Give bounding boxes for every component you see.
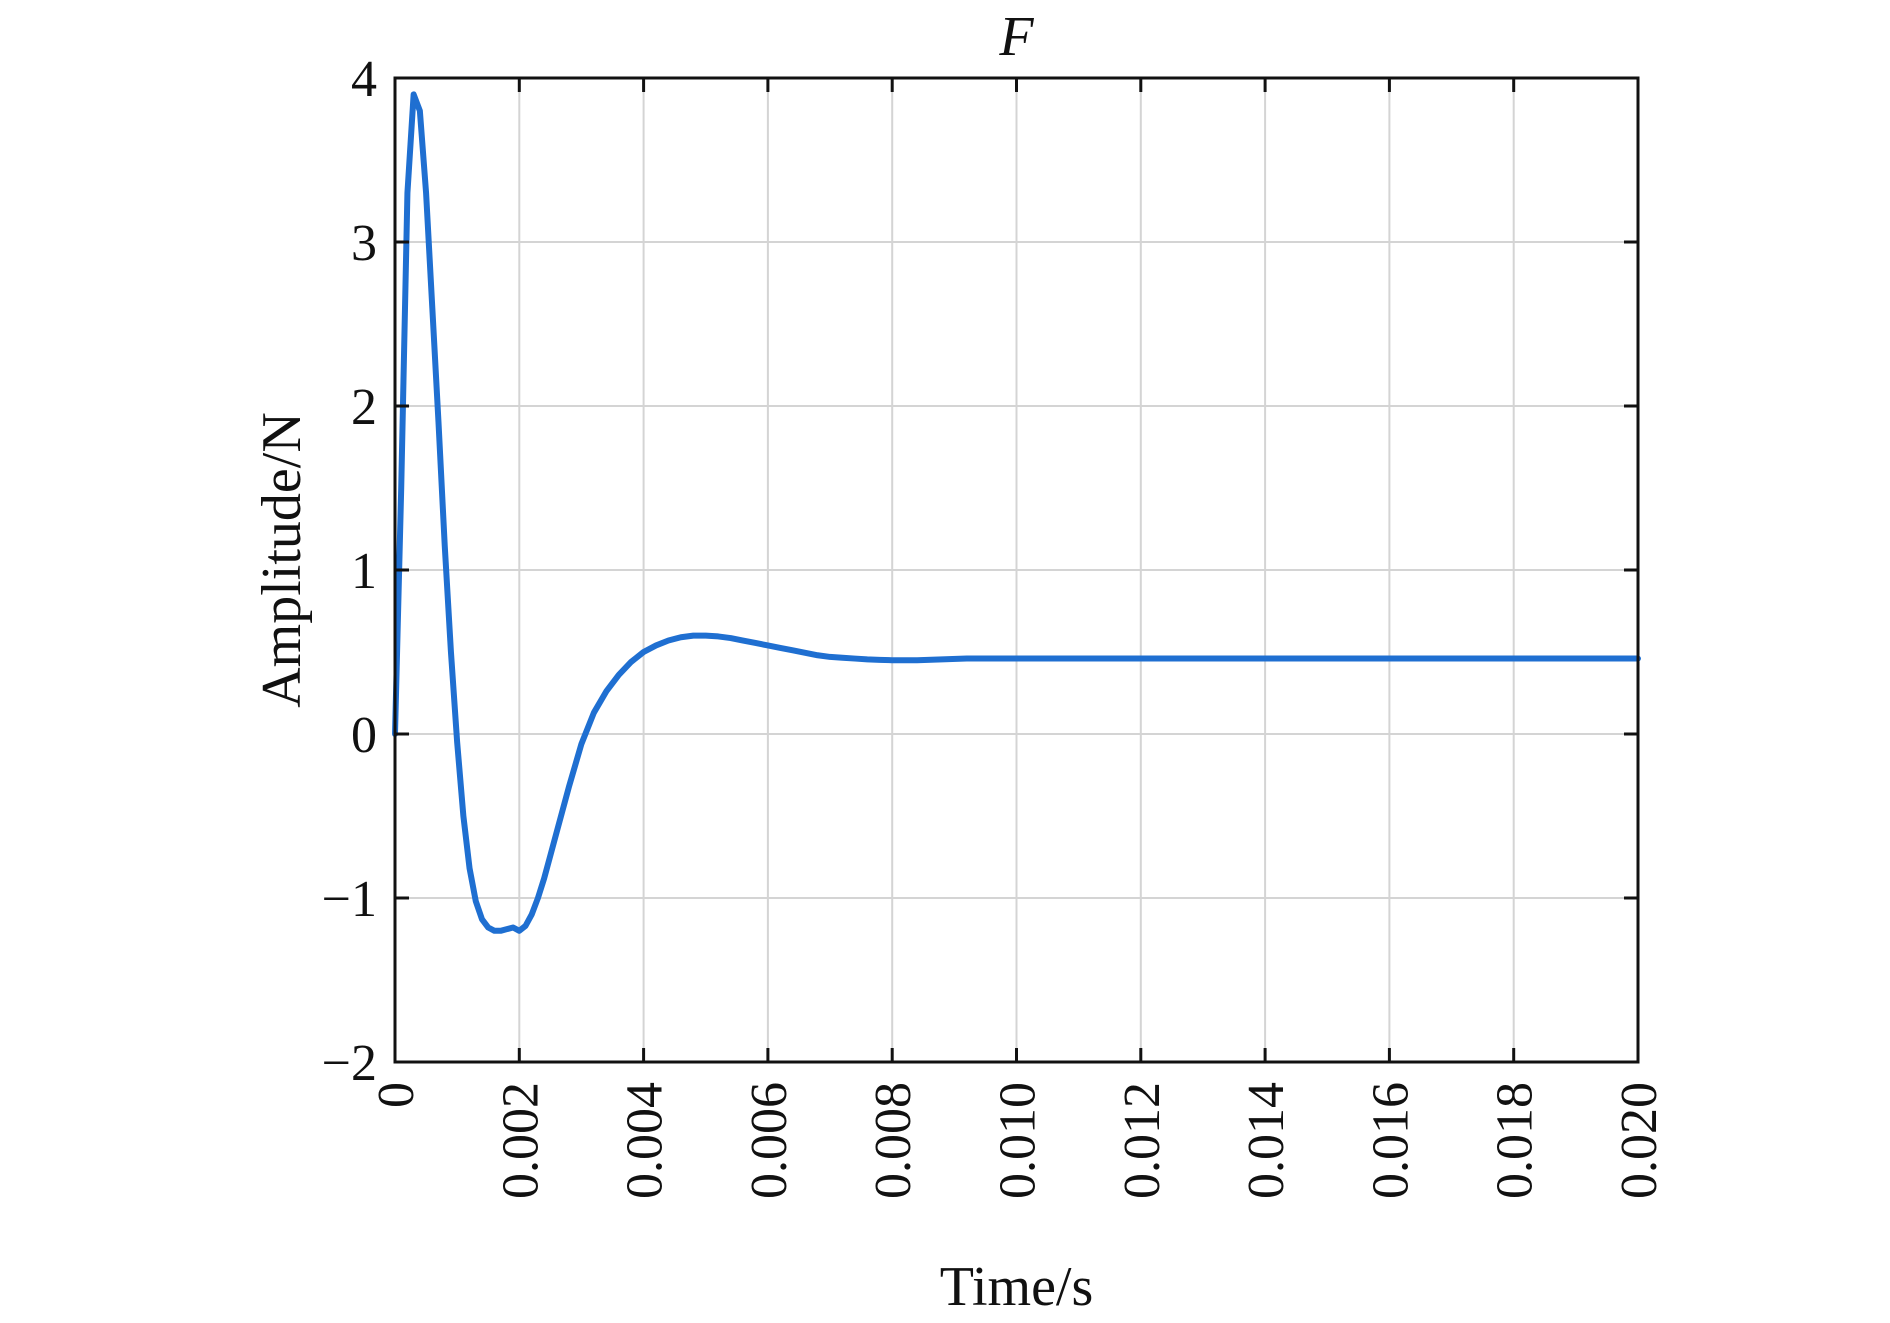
y-tick-label: 3 xyxy=(351,215,377,272)
plot-frame xyxy=(393,76,1640,1064)
x-tick-label: 0.014 xyxy=(1238,1082,1295,1199)
series-line xyxy=(392,91,1641,934)
y-tick-label: 1 xyxy=(351,543,377,600)
x-tick-label: 0.018 xyxy=(1487,1082,1544,1199)
x-axis-label: Time/s xyxy=(940,1256,1094,1318)
x-tick-label: 0.020 xyxy=(1611,1082,1668,1199)
x-tick-label: 0.004 xyxy=(617,1082,674,1199)
x-tick-labels: 0 0.002 0.004 0.006 0.008 0.010 0.012 0.014 0.01… xyxy=(368,1082,1668,1199)
x-tick-label: 0 xyxy=(368,1082,425,1108)
y-tick-label: 0 xyxy=(351,707,377,764)
x-tick-label: 0.012 xyxy=(1114,1082,1171,1199)
y-tick-label: −1 xyxy=(322,871,377,928)
x-tick-label: 0.010 xyxy=(990,1082,1047,1199)
x-tick-label: 0.006 xyxy=(741,1082,798,1199)
y-tick-labels: −2 −1 0 1 2 3 4 xyxy=(322,51,377,1092)
x-tick-label: 0.002 xyxy=(492,1082,549,1199)
x-tick-label: 0.008 xyxy=(865,1082,922,1199)
y-tick-label: 4 xyxy=(351,51,377,108)
y-tick-label: −2 xyxy=(322,1035,377,1092)
chart-title: F xyxy=(998,6,1034,68)
x-tick-label: 0.016 xyxy=(1362,1082,1419,1199)
y-axis-label: Amplitude/N xyxy=(251,412,313,708)
y-tick-label: 2 xyxy=(351,379,377,436)
series-layer xyxy=(392,91,1641,934)
